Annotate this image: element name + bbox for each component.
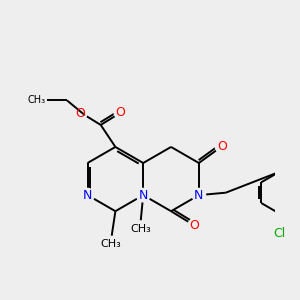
Text: CH₃: CH₃ <box>100 239 121 249</box>
Circle shape <box>192 188 206 202</box>
Circle shape <box>74 107 87 120</box>
Text: Cl: Cl <box>273 227 286 240</box>
Text: O: O <box>189 219 199 232</box>
Text: O: O <box>116 106 125 119</box>
Circle shape <box>81 188 94 202</box>
Text: O: O <box>76 107 85 120</box>
Text: CH₃: CH₃ <box>27 95 46 105</box>
Text: N: N <box>194 189 203 202</box>
Text: CH₃: CH₃ <box>130 224 151 234</box>
Circle shape <box>272 226 286 241</box>
Text: N: N <box>83 189 92 202</box>
Circle shape <box>215 140 228 153</box>
Circle shape <box>188 220 200 232</box>
Text: N: N <box>139 189 148 202</box>
Text: O: O <box>217 140 227 153</box>
Circle shape <box>136 188 150 202</box>
Circle shape <box>114 106 127 119</box>
